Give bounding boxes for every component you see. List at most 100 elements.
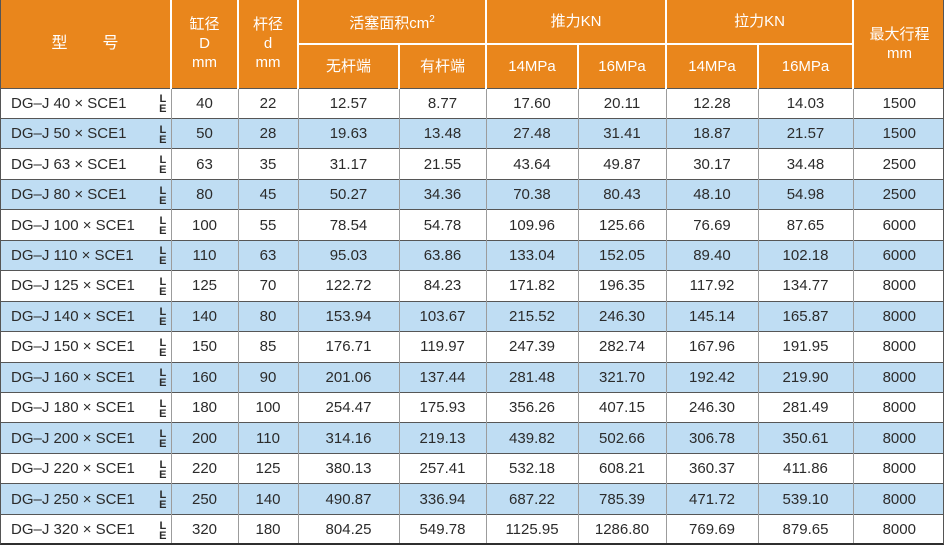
model-label: DG–J 320 × SCE1 — [11, 521, 135, 539]
cell-bore: 63 — [170, 148, 238, 180]
cell-pull-14mpa: 167.96 — [665, 331, 758, 363]
cell-rod: 70 — [237, 270, 298, 302]
table-row: DG–J 125 × SCE1 L E 125 70 122.72 84.23 171.82 1… — [1, 270, 943, 302]
variant-top: L — [159, 184, 167, 197]
variant-bottom: E — [159, 285, 167, 298]
variant-bottom: E — [159, 133, 167, 146]
cell-area-rodless: 12.57 — [297, 87, 399, 119]
cell-pull-16mpa: 87.65 — [757, 209, 853, 241]
cell-thrust-14mpa: 356.26 — [485, 392, 578, 423]
cell-thrust-16mpa: 31.41 — [577, 117, 666, 149]
cell-rod: 35 — [237, 148, 298, 180]
piston-area-sup: 2 — [429, 14, 435, 25]
header-area-rodend: 有杆端 — [398, 43, 486, 88]
cell-area-rodend: 84.23 — [398, 270, 486, 302]
model-label: DG–J 180 × SCE1 — [11, 399, 135, 417]
cell-pull-16mpa: 165.87 — [757, 300, 853, 332]
cell-thrust-16mpa: 321.70 — [577, 361, 666, 393]
variant-top: L — [159, 275, 167, 288]
cell-rod: 22 — [237, 87, 298, 119]
cell-model: DG–J 125 × SCE1 L E — [1, 270, 171, 302]
cell-pull-14mpa: 18.87 — [665, 117, 758, 149]
cell-area-rodless: 490.87 — [297, 483, 399, 515]
cell-max-stroke: 8000 — [852, 422, 943, 454]
cell-area-rodless: 314.16 — [297, 422, 399, 454]
variant-bottom: E — [159, 255, 167, 268]
cell-max-stroke: 1500 — [852, 87, 943, 119]
header-pull-14mpa: 14MPa — [665, 43, 758, 88]
table-row: DG–J 320 × SCE1 L E 320 180 804.25 549.78 1125.… — [1, 513, 943, 543]
cell-pull-16mpa: 879.65 — [757, 513, 853, 543]
variant-top: L — [159, 458, 167, 471]
cell-bore: 125 — [170, 270, 238, 302]
cell-model: DG–J 100 × SCE1 L E — [1, 209, 171, 241]
cell-thrust-14mpa: 215.52 — [485, 300, 578, 332]
cell-thrust-14mpa: 27.48 — [485, 117, 578, 149]
variant-bottom: E — [159, 103, 167, 116]
cell-area-rodless: 78.54 — [297, 209, 399, 241]
cell-pull-14mpa: 306.78 — [665, 422, 758, 454]
cell-thrust-16mpa: 785.39 — [577, 483, 666, 515]
variant-top: L — [159, 428, 167, 441]
cell-area-rodend: 103.67 — [398, 300, 486, 332]
variant-bottom: E — [159, 316, 167, 329]
model-label: DG–J 150 × SCE1 — [11, 338, 135, 356]
model-label: DG–J 220 × SCE1 — [11, 460, 135, 478]
cell-rod: 28 — [237, 117, 298, 149]
cell-model: DG–J 160 × SCE1 L E — [1, 361, 171, 393]
cell-thrust-16mpa: 608.21 — [577, 452, 666, 484]
cell-area-rodend: 257.41 — [398, 452, 486, 484]
cell-model: DG–J 63 × SCE1 L E — [1, 148, 171, 180]
cell-rod: 110 — [237, 422, 298, 454]
model-label: DG–J 200 × SCE1 — [11, 429, 135, 447]
cell-rod: 180 — [237, 513, 298, 543]
cell-pull-16mpa: 14.03 — [757, 87, 853, 119]
cell-thrust-14mpa: 133.04 — [485, 239, 578, 271]
cell-area-rodless: 31.17 — [297, 148, 399, 180]
cell-bore: 110 — [170, 239, 238, 271]
cell-model: DG–J 220 × SCE1 L E — [1, 452, 171, 484]
variant-top: L — [159, 519, 167, 532]
table-row: DG–J 220 × SCE1 L E 220 125 380.13 257.41 532.1… — [1, 452, 943, 484]
cell-thrust-16mpa: 152.05 — [577, 239, 666, 271]
table-row: DG–J 200 × SCE1 L E 200 110 314.16 219.13 439.8… — [1, 422, 943, 454]
cell-model: DG–J 200 × SCE1 L E — [1, 422, 171, 454]
cell-max-stroke: 8000 — [852, 513, 943, 543]
cell-thrust-14mpa: 281.48 — [485, 361, 578, 393]
cell-max-stroke: 8000 — [852, 392, 943, 423]
cell-area-rodless: 153.94 — [297, 300, 399, 332]
cell-area-rodend: 336.94 — [398, 483, 486, 515]
cell-rod: 140 — [237, 483, 298, 515]
cell-area-rodless: 254.47 — [297, 392, 399, 423]
header-max-stroke-line2: mm — [887, 44, 912, 62]
cell-thrust-14mpa: 687.22 — [485, 483, 578, 515]
variant-top: L — [159, 215, 167, 228]
cell-pull-14mpa: 145.14 — [665, 300, 758, 332]
variant-top: L — [159, 397, 167, 410]
cell-pull-14mpa: 30.17 — [665, 148, 758, 180]
cell-bore: 200 — [170, 422, 238, 454]
variant-bottom: E — [159, 468, 167, 481]
cell-bore: 220 — [170, 452, 238, 484]
cell-thrust-14mpa: 532.18 — [485, 452, 578, 484]
variant-top: L — [159, 336, 167, 349]
variant-top: L — [159, 245, 167, 258]
cell-rod: 85 — [237, 331, 298, 363]
cell-max-stroke: 6000 — [852, 209, 943, 241]
header-rod-line2: d — [263, 35, 273, 53]
cell-max-stroke: 8000 — [852, 361, 943, 393]
header-piston-area: 活塞面积cm2 — [297, 0, 486, 44]
cell-max-stroke: 8000 — [852, 452, 943, 484]
cell-thrust-16mpa: 80.43 — [577, 178, 666, 210]
cell-thrust-16mpa: 246.30 — [577, 300, 666, 332]
cell-bore: 80 — [170, 178, 238, 210]
cell-pull-16mpa: 411.86 — [757, 452, 853, 484]
header-model: 型 号 — [1, 0, 171, 88]
